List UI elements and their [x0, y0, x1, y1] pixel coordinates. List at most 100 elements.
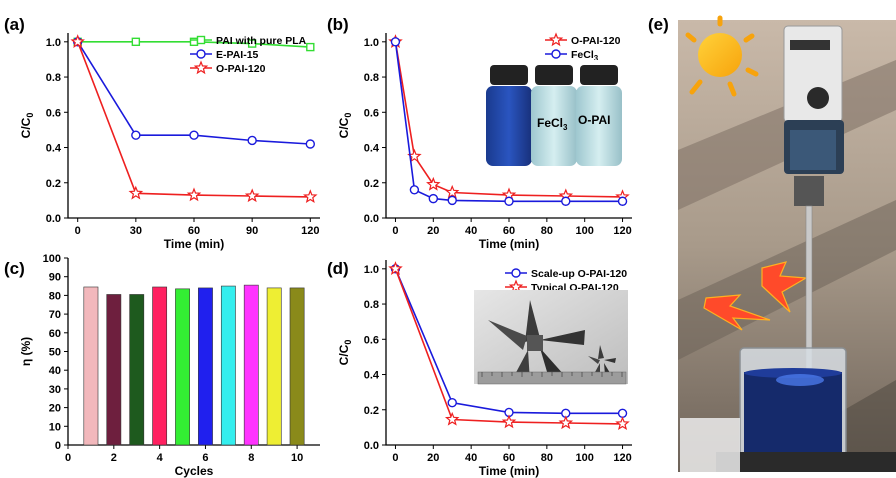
bar	[243, 284, 259, 446]
bar	[83, 286, 99, 446]
chart-a: 0 30 60 90 120 0.0 0.2 0.4 0.6 0.8 1.0 Time (min) C/…	[19, 33, 320, 251]
data-point	[303, 189, 318, 204]
x-axis-title: Time (min)	[479, 464, 539, 478]
bar	[220, 285, 236, 446]
y-tick-label: 1.0	[364, 37, 379, 49]
x-tick-label: 0	[65, 452, 71, 464]
y-tick-label: 70	[49, 309, 61, 321]
bar	[198, 287, 213, 446]
data-point	[70, 34, 85, 49]
data-point	[617, 408, 628, 418]
y-tick-label: 0.8	[364, 72, 379, 84]
data-point	[617, 196, 628, 206]
y-tick-label: 30	[49, 384, 61, 396]
x-tick-label: 40	[465, 452, 477, 464]
y-tick-label: 40	[49, 365, 61, 377]
data-point	[558, 415, 574, 430]
y-tick-label: 0.0	[364, 440, 379, 452]
bar	[266, 287, 282, 446]
data-point	[426, 176, 441, 191]
data-point	[561, 196, 571, 206]
y-tick-label: 1.0	[46, 37, 61, 49]
legend-marker	[548, 32, 564, 47]
legend-label: PAI with pure PLA	[216, 35, 307, 47]
data-point	[447, 398, 457, 408]
x-tick-label: 80	[541, 225, 553, 237]
x-axis-title: Time (min)	[164, 237, 224, 251]
y-tick-label: 0.6	[46, 107, 61, 119]
x-tick-label: 8	[248, 452, 254, 464]
x-tick-label: 120	[613, 452, 631, 464]
x-axis-title: Time (min)	[479, 237, 539, 251]
data-point	[504, 196, 514, 206]
panel-label-c: (c)	[4, 259, 25, 278]
bar	[175, 288, 190, 446]
x-axis-title: Cycles	[175, 464, 214, 478]
y-tick-label: 0.8	[364, 299, 379, 311]
panel-label-d: (d)	[327, 259, 349, 278]
legend-marker	[196, 49, 206, 59]
chart-d: 0 20 40 60 80 100 120 0.0 0.2 0.4 0.6 0.8 1.0 Time (m…	[337, 260, 632, 478]
y-tick-label: 20	[49, 403, 61, 415]
x-tick-label: 20	[427, 452, 439, 464]
y-tick-label: 0.2	[364, 178, 379, 190]
x-tick-label: 120	[613, 225, 631, 237]
legend-marker	[193, 60, 209, 75]
legend-marker	[508, 279, 524, 294]
data-point	[128, 185, 144, 200]
data-point	[131, 130, 141, 140]
chart-b: 0 20 40 60 80 100 120 0.0 0.2 0.4 0.6 0.8 1.0 Time (m…	[337, 32, 632, 251]
x-tick-label: 100	[576, 225, 594, 237]
data-point	[390, 37, 401, 47]
data-point	[444, 184, 460, 199]
y-axis-title: C/C0	[337, 340, 353, 366]
y-tick-label: 10	[49, 421, 61, 433]
y-tick-label: 60	[49, 328, 61, 340]
data-point	[189, 130, 199, 140]
bar	[289, 287, 305, 446]
data-point	[247, 135, 257, 146]
data-point	[409, 185, 420, 195]
bar	[129, 294, 145, 446]
data-point	[615, 416, 630, 431]
series-line	[76, 41, 311, 198]
y-tick-label: 0.4	[46, 143, 62, 155]
bar	[106, 294, 122, 446]
inset-label-opai: O-PAI	[578, 113, 610, 127]
x-tick-label: 4	[157, 452, 164, 464]
y-tick-label: 0.6	[364, 107, 379, 119]
y-tick-label: 50	[49, 347, 61, 359]
x-tick-label: 6	[202, 452, 208, 464]
axes-frame	[67, 258, 320, 446]
x-tick-label: 100	[576, 452, 594, 464]
y-tick-label: 0.4	[364, 143, 380, 155]
inset-label-fecl3: FeCl3	[537, 116, 568, 132]
data-point	[444, 411, 460, 426]
x-tick-label: 0	[392, 225, 398, 237]
lightning-icon	[703, 261, 808, 331]
data-point	[186, 187, 202, 202]
x-tick-label: 60	[503, 452, 515, 464]
y-tick-label: 100	[43, 253, 61, 265]
x-tick-label: 30	[130, 225, 142, 237]
data-point	[388, 261, 403, 276]
x-tick-label: 2	[111, 452, 117, 464]
x-tick-label: 10	[291, 452, 303, 464]
panel-label-a: (a)	[4, 15, 25, 34]
legend-marker	[511, 268, 521, 278]
data-point	[501, 414, 517, 429]
data-point	[305, 139, 316, 149]
y-tick-label: 0.8	[46, 72, 61, 84]
data-point	[428, 193, 439, 204]
x-tick-label: 60	[503, 225, 515, 237]
y-tick-label: 1.0	[364, 264, 379, 276]
x-tick-label: 90	[246, 225, 258, 237]
panel-label-b: (b)	[327, 15, 349, 34]
legend-label: FeCl3	[571, 49, 599, 63]
y-axis-title: η (%)	[19, 337, 33, 366]
y-tick-label: 0.6	[364, 334, 379, 346]
y-axis-title: C/C0	[19, 113, 35, 139]
inset-vials-photo: FeCl3 O-PAI	[482, 60, 624, 170]
x-tick-label: 60	[188, 225, 200, 237]
